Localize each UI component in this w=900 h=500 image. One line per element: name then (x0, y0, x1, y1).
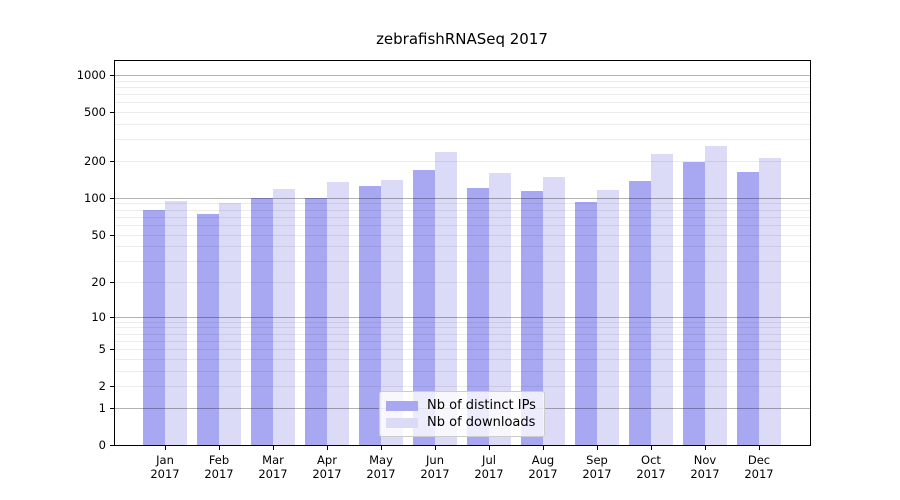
x-tick-label: Dec 2017 (744, 453, 774, 481)
bar-nb-of-downloads-aug (543, 177, 565, 445)
legend-item-distinct-ips: Nb of distinct IPs (386, 398, 536, 413)
gridline-major (115, 316, 810, 318)
bar-nb-of-distinct-ips-feb (197, 213, 219, 445)
bar-nb-of-distinct-ips-jun (413, 169, 435, 445)
x-tick-label: Jun 2017 (420, 453, 450, 481)
y-tick-label: 500 (84, 105, 106, 120)
gridline-minor (115, 112, 810, 114)
bar-nb-of-downloads-feb (219, 203, 241, 445)
x-tick-mark (273, 446, 274, 450)
bar-nb-of-distinct-ips-apr (305, 197, 327, 445)
gridline-minor (115, 216, 810, 218)
bar-nb-of-distinct-ips-oct (629, 180, 651, 445)
x-tick-label: Feb 2017 (204, 453, 234, 481)
gridline-minor (115, 209, 810, 211)
gridline-minor (115, 94, 810, 96)
gridline-minor (115, 386, 810, 388)
gridline-minor (115, 340, 810, 342)
x-tick-label: Apr 2017 (312, 453, 342, 481)
gridline-major (115, 75, 810, 76)
bar-nb-of-distinct-ips-jul (467, 188, 489, 445)
gridline-minor (115, 139, 810, 141)
x-tick-label: Jan 2017 (150, 453, 180, 481)
plot-area (114, 60, 811, 446)
x-tick-label: Jul 2017 (474, 453, 504, 481)
x-tick-mark (759, 446, 760, 450)
bar-nb-of-downloads-jan (165, 200, 187, 445)
x-tick-mark (705, 446, 706, 450)
y-tick-label: 5 (98, 342, 106, 357)
gridline-major (115, 197, 810, 199)
gridline-minor (115, 224, 810, 226)
gridline-minor (115, 327, 810, 329)
x-tick-label: Aug 2017 (528, 453, 558, 481)
y-tick-label: 1 (98, 400, 106, 415)
y-tick-label: 1000 (76, 68, 106, 82)
gridline-minor (115, 358, 810, 360)
legend-item-downloads: Nb of downloads (386, 415, 536, 430)
bar-nb-of-downloads-nov (705, 146, 727, 445)
y-tick-label: 200 (84, 154, 106, 168)
x-tick-label: May 2017 (366, 453, 396, 481)
x-tick-mark (327, 446, 328, 450)
bar-nb-of-distinct-ips-jan (143, 209, 165, 445)
x-tick-mark (219, 446, 220, 450)
y-tick-label: 100 (84, 190, 106, 205)
x-tick-mark (165, 446, 166, 450)
legend-swatch-downloads (386, 417, 418, 428)
y-tick-label: 20 (91, 275, 106, 289)
bar-nb-of-downloads-mar (273, 189, 295, 445)
bar-nb-of-downloads-sep (597, 190, 619, 445)
x-tick-mark (489, 446, 490, 450)
gridline-minor (115, 349, 810, 351)
x-tick-mark (435, 446, 436, 450)
legend-swatch-distinct-ips (386, 400, 418, 411)
bar-nb-of-downloads-jun (435, 152, 457, 445)
chart-title: zebrafishRNASeq 2017 (376, 30, 548, 48)
legend: Nb of distinct IPs Nb of downloads (379, 391, 545, 437)
gridline-minor (115, 234, 810, 236)
bar-nb-of-distinct-ips-may (359, 186, 381, 445)
gridline-minor (115, 282, 810, 283)
y-tick-label: 50 (91, 227, 106, 242)
bar-nb-of-downloads-apr (327, 181, 349, 445)
bar-nb-of-distinct-ips-sep (575, 202, 597, 445)
legend-label-downloads: Nb of downloads (427, 415, 536, 430)
x-tick-mark (381, 446, 382, 450)
gridline-minor (115, 370, 810, 372)
x-tick-mark (543, 446, 544, 450)
gridline-minor (115, 80, 810, 82)
bar-nb-of-downloads-oct (651, 153, 673, 445)
bar-nb-of-downloads-dec (759, 158, 781, 445)
gridline-minor (115, 161, 810, 162)
gridline-minor (115, 124, 810, 125)
gridline-minor (115, 87, 810, 88)
bar-nb-of-downloads-may (381, 180, 403, 445)
bar-nb-of-downloads-jul (489, 172, 511, 445)
bar-nb-of-distinct-ips-dec (737, 171, 759, 445)
y-tick-label: 2 (98, 379, 106, 394)
bar-nb-of-distinct-ips-nov (683, 162, 705, 445)
gridline-minor (115, 102, 810, 104)
bar-nb-of-distinct-ips-aug (521, 191, 543, 445)
gridline-minor (115, 333, 810, 335)
x-tick-label: Oct 2017 (636, 453, 666, 481)
x-tick-mark (651, 446, 652, 450)
bar-nb-of-distinct-ips-mar (251, 197, 273, 445)
gridline-minor (115, 203, 810, 205)
y-tick-label: 0 (98, 438, 106, 452)
x-tick-mark (597, 446, 598, 450)
gridline-minor (115, 261, 810, 263)
x-tick-label: Mar 2017 (258, 453, 288, 481)
x-tick-label: Sep 2017 (582, 453, 612, 481)
gridline-minor (115, 321, 810, 323)
gridline-minor (115, 246, 810, 248)
legend-label-distinct-ips: Nb of distinct IPs (427, 398, 536, 413)
y-tick-label: 10 (91, 309, 106, 324)
x-tick-label: Nov 2017 (690, 453, 720, 481)
